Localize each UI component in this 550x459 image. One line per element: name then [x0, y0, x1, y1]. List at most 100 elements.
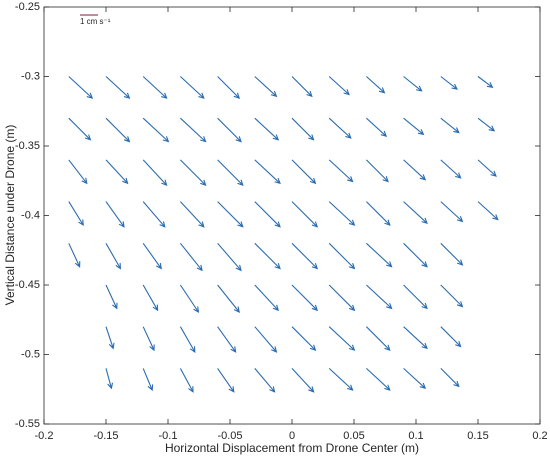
vector-arrow	[217, 284, 240, 313]
vector-arrow	[328, 326, 356, 351]
vector-arrow	[254, 368, 276, 393]
vector-arrow	[403, 117, 425, 136]
y-tick-label: -0.55	[15, 418, 40, 430]
vector-arrow	[440, 117, 460, 134]
vector-arrow	[254, 284, 280, 312]
vector-arrow	[217, 201, 244, 228]
vector-arrow	[403, 159, 427, 181]
vector-arrow	[142, 76, 168, 99]
vector-arrow	[105, 117, 131, 143]
x-tick-label: -0.1	[159, 430, 178, 442]
x-tick-label: -0.2	[35, 430, 54, 442]
vector-arrow	[328, 201, 356, 226]
vector-arrow	[142, 201, 166, 228]
vector-arrow	[105, 201, 125, 228]
vector-arrow	[440, 368, 460, 388]
vector-arrow	[366, 284, 393, 310]
vector-arrow	[403, 326, 428, 350]
vector-arrow	[68, 159, 88, 185]
vector-arrow	[403, 201, 428, 225]
vector-arrow	[366, 326, 391, 351]
vector-arrow	[254, 159, 281, 185]
vector-arrow	[254, 117, 280, 141]
vector-arrow	[217, 326, 237, 353]
vector-arrow	[105, 326, 115, 350]
scale-label: 1 cm s⁻¹	[80, 17, 111, 26]
vector-arrow	[477, 201, 499, 221]
vector-arrow	[440, 284, 464, 308]
vector-arrow	[105, 243, 122, 270]
vector-arrow	[180, 159, 207, 186]
x-tick-label: -0.15	[93, 430, 118, 442]
vector-arrow	[254, 242, 281, 270]
vector-arrow	[105, 368, 114, 390]
vector-arrow	[291, 368, 315, 393]
vector-arrow	[105, 76, 131, 99]
x-tick-label: 0.05	[343, 430, 364, 442]
vector-arrow	[217, 242, 242, 272]
x-tick-label: 0.15	[467, 430, 488, 442]
vector-arrow	[142, 284, 159, 312]
vector-arrow	[142, 368, 154, 392]
vector-arrow	[68, 201, 84, 227]
vector-arrow	[366, 367, 391, 391]
vector-arrow	[179, 242, 203, 272]
vector-arrow	[254, 76, 278, 98]
y-tick-label: -0.45	[15, 279, 40, 291]
plot-box	[43, 6, 541, 425]
vector-arrow	[291, 242, 319, 270]
vector-arrow	[217, 368, 235, 393]
vector-arrow	[142, 117, 170, 143]
vector-arrow	[291, 201, 319, 228]
vector-arrow	[254, 201, 281, 228]
vector-arrow	[403, 242, 428, 268]
vector-arrow	[142, 159, 168, 187]
vector-arrow	[440, 326, 462, 348]
vector-arrow	[440, 159, 462, 179]
vector-arrow	[68, 76, 94, 99]
vector-arrow	[477, 159, 497, 177]
y-tick-label: -0.35	[15, 140, 40, 152]
y-tick-label: -0.25	[15, 1, 40, 13]
vector-arrow	[179, 284, 200, 314]
vector-arrow	[477, 76, 494, 89]
vector-arrow	[291, 326, 317, 351]
vector-arrow	[291, 284, 319, 312]
vector-arrow	[217, 76, 241, 99]
x-tick-label: 0.2	[532, 430, 547, 442]
vector-arrow	[291, 117, 315, 141]
y-tick-label: -0.5	[21, 348, 40, 360]
vector-arrow	[217, 159, 244, 186]
vector-arrow	[366, 201, 391, 226]
vector-arrow	[403, 367, 427, 390]
vector-arrow	[105, 284, 118, 310]
x-axis-title: Horizontal Displacement from Drone Cente…	[165, 441, 419, 455]
vector-arrow	[366, 76, 386, 94]
vector-arrow	[366, 159, 389, 183]
vector-arrow	[366, 242, 393, 268]
vector-arrow	[328, 117, 352, 139]
y-tick-label: -0.3	[21, 70, 40, 82]
vector-arrow	[403, 76, 423, 92]
x-tick-label: 0	[289, 430, 295, 442]
vector-arrow	[217, 117, 242, 143]
vector-arrow	[328, 284, 356, 312]
vector-arrow	[328, 367, 354, 391]
y-tick-label: -0.4	[21, 209, 40, 221]
vector-arrow	[254, 326, 278, 353]
vector-arrow	[440, 242, 464, 266]
vector-arrow	[180, 117, 207, 143]
vector-arrow	[179, 368, 194, 393]
vector-arrow	[440, 76, 458, 90]
vector-arrow	[179, 201, 205, 228]
vector-arrow	[68, 117, 92, 141]
x-tick-label: -0.05	[217, 430, 242, 442]
vector-arrow	[328, 76, 350, 96]
vector-arrow	[142, 326, 155, 352]
y-axis-title: Vertical Distance under Drone (m)	[3, 125, 17, 306]
vector-arrow	[328, 159, 354, 183]
vector-arrow	[328, 242, 356, 270]
vector-arrow	[291, 76, 313, 98]
vector-arrow	[403, 284, 428, 310]
